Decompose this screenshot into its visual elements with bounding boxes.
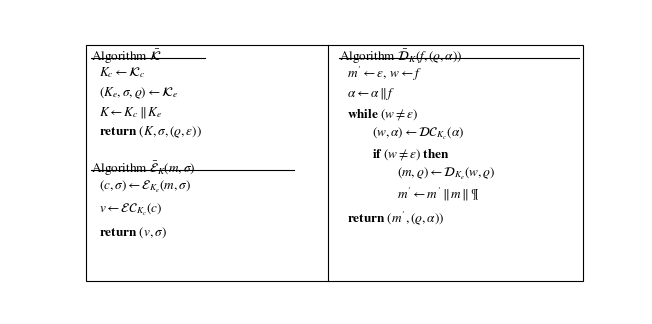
Text: $\alpha \leftarrow \alpha \,\|\, f$: $\alpha \leftarrow \alpha \,\|\, f$ xyxy=(347,86,395,102)
Text: Algorithm $\bar{\mathcal{D}}_K(f, (\varrho, \alpha))$: Algorithm $\bar{\mathcal{D}}_K(f, (\varr… xyxy=(339,48,463,66)
Text: $(c, \sigma) \leftarrow \mathcal{E}_{K_e}(m, \sigma)$: $(c, \sigma) \leftarrow \mathcal{E}_{K_e… xyxy=(99,179,191,195)
Text: $(m, \varrho) \leftarrow \mathcal{D}_{K_e}(w, \varrho)$: $(m, \varrho) \leftarrow \mathcal{D}_{K_… xyxy=(397,166,496,182)
Text: $K \leftarrow K_c \,\|\, K_e$: $K \leftarrow K_c \,\|\, K_e$ xyxy=(99,105,162,120)
Text: $K_c \leftarrow \mathcal{K}_c$: $K_c \leftarrow \mathcal{K}_c$ xyxy=(99,65,145,80)
Text: $(w, \alpha) \leftarrow \mathcal{DC}_{K_c}(\alpha)$: $(w, \alpha) \leftarrow \mathcal{DC}_{K_… xyxy=(372,126,464,142)
Text: Algorithm $\bar{\mathcal{E}}_K(m, \sigma)$: Algorithm $\bar{\mathcal{E}}_K(m, \sigma… xyxy=(91,160,195,178)
Text: Algorithm $\bar{\mathcal{K}}$: Algorithm $\bar{\mathcal{K}}$ xyxy=(91,48,162,66)
Text: $m' \leftarrow \varepsilon,\, w \leftarrow f$: $m' \leftarrow \varepsilon,\, w \leftarr… xyxy=(347,65,422,83)
Text: $\mathbf{return}\ (m', (\varrho, \alpha))$: $\mathbf{return}\ (m', (\varrho, \alpha)… xyxy=(347,210,444,228)
Text: $\mathbf{while}\ (w \neq \varepsilon)$: $\mathbf{while}\ (w \neq \varepsilon)$ xyxy=(347,107,418,122)
Text: $(K_e, \sigma, \varrho) \leftarrow \mathcal{K}_e$: $(K_e, \sigma, \varrho) \leftarrow \math… xyxy=(99,85,178,100)
Text: $\mathbf{if}\ (w \neq \varepsilon)\ \mathbf{then}$: $\mathbf{if}\ (w \neq \varepsilon)\ \mat… xyxy=(372,147,450,162)
Text: $\mathbf{return}\ (v, \sigma)$: $\mathbf{return}\ (v, \sigma)$ xyxy=(99,225,167,239)
Text: $v \leftarrow \mathcal{EC}_{K_c}(c)$: $v \leftarrow \mathcal{EC}_{K_c}(c)$ xyxy=(99,202,162,218)
Text: $m' \leftarrow m' \,\|\, m \,\|\, \P$: $m' \leftarrow m' \,\|\, m \,\|\, \P$ xyxy=(397,186,480,202)
Text: $\mathbf{return}\ (K, \sigma, (\varrho, \varepsilon))$: $\mathbf{return}\ (K, \sigma, (\varrho, … xyxy=(99,124,202,140)
